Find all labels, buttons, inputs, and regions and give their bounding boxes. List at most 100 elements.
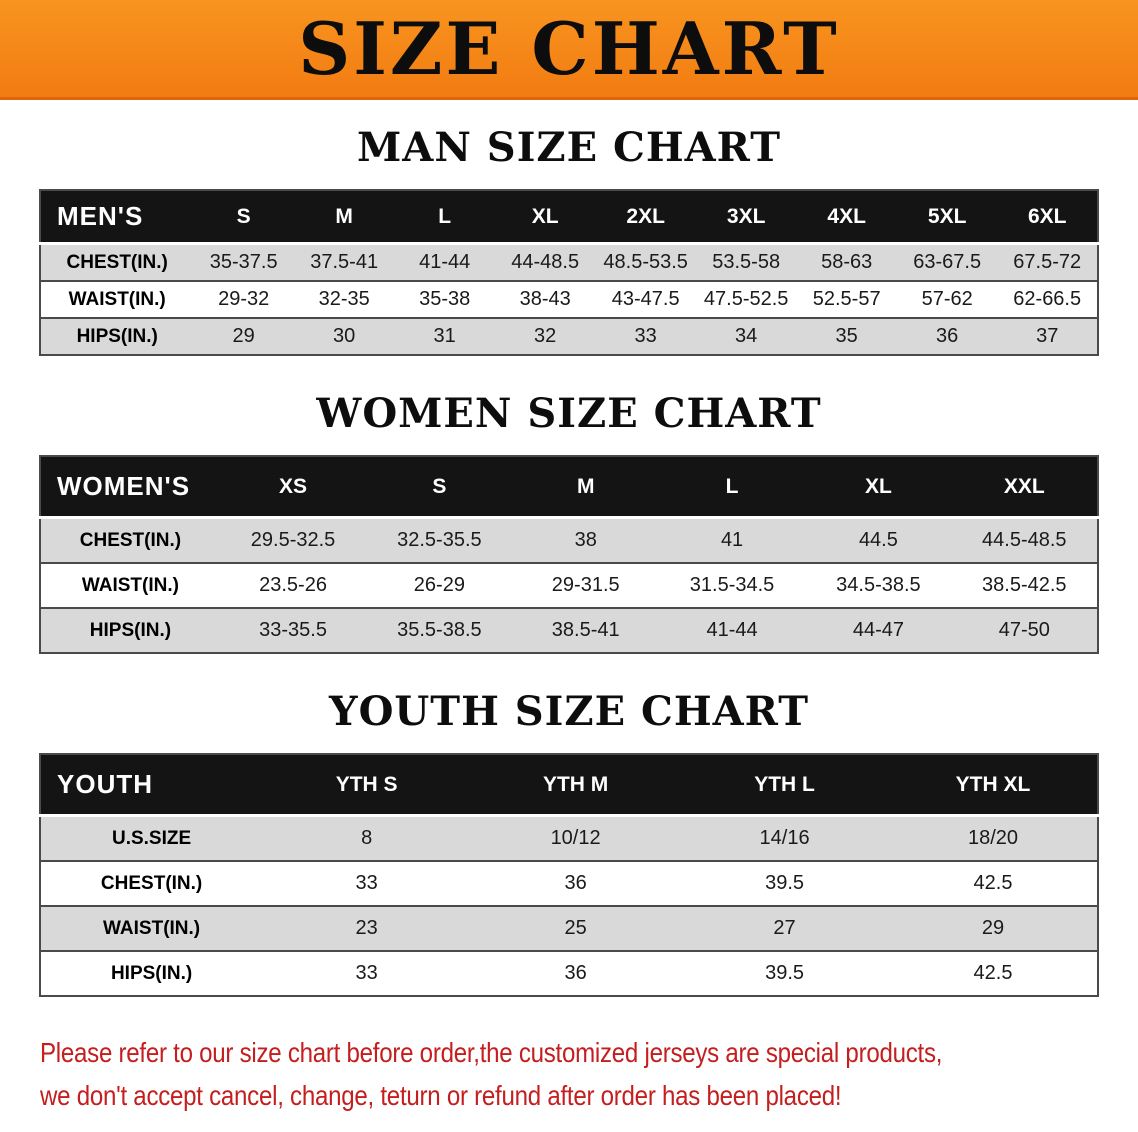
youth-table-title-cell: YOUTH	[40, 754, 263, 817]
measurement-value: 63-67.5	[896, 243, 998, 282]
youth-size-header-cell: YTH XL	[889, 754, 1098, 817]
measurement-value: 37	[1036, 325, 1059, 347]
measurement-value: 8	[262, 815, 472, 862]
page-title: SIZE CHART	[298, 5, 840, 91]
measurement-value: 62-66.5	[997, 281, 1098, 319]
youth-size-table: YOUTH YTH S YTH M YTH L YTH XL U.S.SIZE 8 10/12…	[39, 753, 1099, 997]
men-size-table: MEN'S S M L XL 2XL 3XL 4XL 5XL 6XL CHEST(IN.) 35-37…	[39, 189, 1099, 356]
youth-size-header-cell: YTH M	[471, 754, 681, 817]
men-size-header-cell: 3XL	[695, 190, 797, 245]
measurement-value: 30	[333, 325, 356, 347]
measurement-value: 23	[262, 906, 472, 952]
women-size-header-cell: M	[512, 456, 659, 519]
men-measurement-row: HIPS(IN.) 29 30 31 32 33 34 35 36 37	[40, 318, 1098, 355]
measurement-value: 39.5	[680, 861, 890, 907]
measurement-value: 67.5-72	[997, 243, 1098, 282]
measurement-value: 33	[634, 325, 657, 347]
measurement-value: 57-62	[896, 281, 998, 319]
measurement-value: 37.5-41	[293, 243, 395, 282]
men-measurement-row: WAIST(IN.) 29-32 32-35 35-38 38-43 43-47.5 47.…	[40, 281, 1098, 319]
women-table-header-row: WOMEN'S XS S M L XL XXL	[40, 456, 1098, 519]
youth-measurement-row: CHEST(IN.) 33 36 39.5 42.5	[40, 861, 1098, 907]
measurement-value: 32	[534, 325, 557, 347]
men-size-header-cell: L	[394, 190, 495, 245]
row-label: HIPS(IN.)	[110, 962, 193, 984]
size-chart-section-youth: YOUTH SIZE CHART YOUTH YTH S YTH M YTH L YTH …	[0, 688, 1138, 997]
youth-size-header-cell: YTH S	[262, 754, 472, 817]
men-size-header-cell: XL	[494, 190, 596, 245]
youth-measurement-row: WAIST(IN.) 23 25 27 29	[40, 906, 1098, 952]
measurement-value: 53.5-58	[695, 243, 797, 282]
women-measurement-row: CHEST(IN.) 29.5-32.5 32.5-35.5 38 41 44.5 44.5…	[40, 517, 1098, 564]
row-label: WAIST(IN.)	[40, 281, 194, 319]
measurement-value: 31.5-34.5	[658, 563, 806, 609]
measurement-value: 29.5-32.5	[219, 517, 367, 564]
men-size-header-cell: 6XL	[997, 190, 1098, 245]
measurement-value: 41-44	[706, 619, 758, 641]
measurement-value: 27	[680, 906, 890, 952]
row-label: WAIST(IN.)	[40, 906, 263, 952]
measurement-value: 23.5-26	[219, 563, 367, 609]
measurement-value: 38.5-42.5	[951, 563, 1098, 609]
men-size-header-cell: S	[193, 190, 294, 245]
measurement-value: 41	[658, 517, 806, 564]
women-measurement-row: WAIST(IN.) 23.5-26 26-29 29-31.5 31.5-34.5 34…	[40, 563, 1098, 609]
measurement-value: 36	[564, 962, 587, 984]
measurement-value: 58-63	[796, 243, 897, 282]
measurement-value: 42.5	[889, 861, 1098, 907]
measurement-value: 35-38	[394, 281, 495, 319]
measurement-value: 35.5-38.5	[397, 619, 482, 641]
measurement-value: 29-31.5	[512, 563, 659, 609]
measurement-value: 38-43	[494, 281, 596, 319]
disclaimer-line-1: Please refer to our size chart before or…	[40, 1037, 943, 1068]
size-chart-section-women: WOMEN SIZE CHART WOMEN'S XS S M L XL XXL CHEST(I…	[0, 390, 1138, 654]
youth-measurement-row: HIPS(IN.) 33 36 39.5 42.5	[40, 951, 1098, 996]
men-measurement-row: CHEST(IN.) 35-37.5 37.5-41 41-44 44-48.5 48.5…	[40, 243, 1098, 282]
measurement-value: 44-48.5	[494, 243, 596, 282]
measurement-value: 25	[471, 906, 681, 952]
measurement-value: 34	[735, 325, 758, 347]
banner: SIZE CHART	[0, 0, 1138, 100]
youth-measurement-row: U.S.SIZE 8 10/12 14/16 18/20	[40, 815, 1098, 862]
youth-table-header-row: YOUTH YTH S YTH M YTH L YTH XL	[40, 754, 1098, 817]
men-table-header-row: MEN'S S M L XL 2XL 3XL 4XL 5XL 6XL	[40, 190, 1098, 245]
youth-section-heading: YOUTH SIZE CHART	[329, 688, 809, 735]
measurement-value: 32-35	[293, 281, 395, 319]
measurement-value: 38	[512, 517, 659, 564]
measurement-value: 14/16	[680, 815, 890, 862]
row-label: HIPS(IN.)	[76, 325, 158, 347]
measurement-value: 44.5-48.5	[951, 517, 1098, 564]
row-label: WAIST(IN.)	[40, 563, 220, 609]
measurement-value: 44-47	[852, 619, 904, 641]
women-measurement-row: HIPS(IN.) 33-35.5 35.5-38.5 38.5-41 41-44 44-…	[40, 608, 1098, 653]
men-size-header-cell: M	[293, 190, 395, 245]
row-label: HIPS(IN.)	[89, 619, 172, 641]
measurement-value: 44.5	[805, 517, 952, 564]
measurement-value: 29	[232, 325, 255, 347]
measurement-value: 29-32	[193, 281, 294, 319]
disclaimer-line-2: we don't accept cancel, change, teturn o…	[40, 1080, 842, 1112]
size-chart-section-men: MAN SIZE CHART MEN'S S M L XL 2XL 3XL 4XL 5XL 6XL C…	[0, 124, 1138, 356]
measurement-value: 31	[433, 325, 456, 347]
measurement-value: 52.5-57	[796, 281, 897, 319]
measurement-value: 35	[835, 325, 858, 347]
measurement-value: 32.5-35.5	[366, 517, 513, 564]
measurement-value: 33-35.5	[259, 619, 327, 641]
women-size-header-cell: XS	[219, 456, 367, 519]
row-label: U.S.SIZE	[40, 815, 263, 862]
measurement-value: 36	[471, 861, 681, 907]
measurement-value: 43-47.5	[595, 281, 696, 319]
measurement-value: 41-44	[394, 243, 495, 282]
measurement-value: 26-29	[366, 563, 513, 609]
women-size-header-cell: XL	[805, 456, 952, 519]
measurement-value: 35-37.5	[193, 243, 294, 282]
men-size-header-cell: 5XL	[896, 190, 998, 245]
measurement-value: 39.5	[765, 962, 805, 984]
measurement-value: 34.5-38.5	[805, 563, 952, 609]
women-size-header-cell: S	[366, 456, 513, 519]
measurement-value: 33	[355, 962, 378, 984]
measurement-value: 38.5-41	[551, 619, 620, 641]
row-label: CHEST(IN.)	[40, 517, 220, 564]
men-size-header-cell: 2XL	[595, 190, 696, 245]
men-table-title-cell: MEN'S	[40, 190, 194, 245]
